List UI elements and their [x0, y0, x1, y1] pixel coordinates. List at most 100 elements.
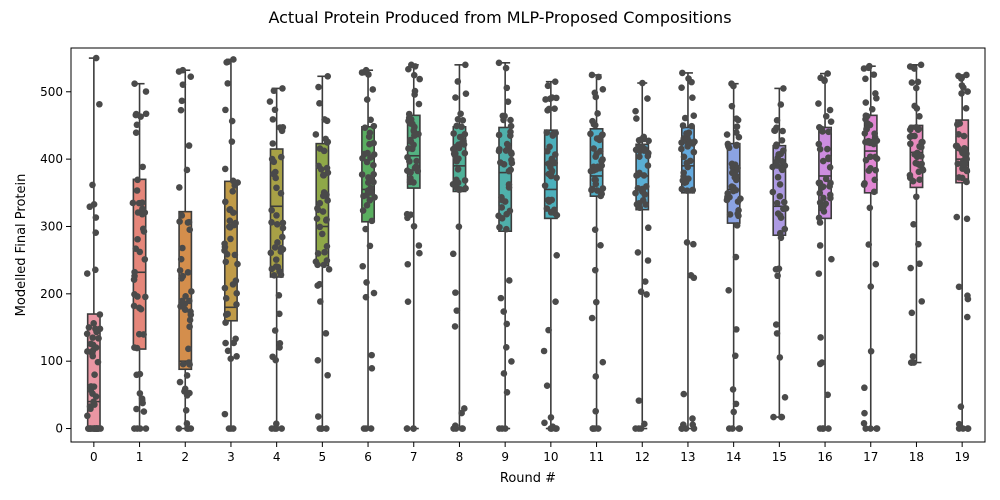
data-point: [644, 152, 652, 160]
data-point: [95, 335, 102, 342]
data-point: [185, 345, 192, 353]
data-point: [593, 187, 601, 194]
data-point: [543, 205, 551, 212]
data-point: [371, 194, 378, 201]
data-point: [411, 164, 419, 172]
data-point: [370, 122, 378, 130]
data-point: [269, 116, 277, 123]
data-point: [186, 323, 193, 330]
data-point: [274, 239, 281, 246]
data-point: [770, 413, 777, 421]
data-point: [181, 306, 189, 313]
data-point: [507, 149, 515, 156]
data-point: [363, 158, 371, 166]
data-point: [320, 261, 328, 269]
data-point: [634, 249, 642, 256]
data-point: [547, 172, 555, 180]
data-point: [278, 425, 285, 432]
data-point: [362, 425, 370, 432]
data-point: [907, 124, 915, 132]
data-point: [131, 272, 138, 280]
data-point: [362, 225, 369, 233]
data-point: [871, 176, 879, 184]
data-point: [735, 212, 742, 220]
data-point: [872, 260, 880, 268]
data-point: [918, 152, 925, 160]
data-point: [963, 166, 970, 174]
data-point: [229, 177, 237, 185]
data-point: [222, 339, 229, 347]
data-point: [724, 193, 731, 201]
data-point: [820, 203, 827, 210]
data-point: [680, 153, 688, 161]
data-point: [678, 84, 685, 91]
data-point: [319, 192, 327, 200]
y-tick-label: 500: [40, 85, 63, 99]
data-point: [679, 421, 687, 428]
data-point: [635, 397, 643, 404]
data-point: [368, 351, 375, 359]
data-point: [689, 421, 697, 429]
data-point: [134, 235, 141, 243]
data-point: [496, 223, 503, 231]
data-point: [316, 100, 323, 107]
data-point: [730, 408, 738, 416]
data-point: [279, 219, 287, 227]
data-point: [867, 347, 875, 355]
data-point: [867, 165, 874, 172]
data-point: [370, 171, 378, 178]
x-tick-label: 3: [227, 450, 235, 464]
box-group-round-11: [587, 71, 607, 432]
data-point: [222, 258, 230, 266]
data-point: [735, 207, 742, 214]
data-point: [679, 122, 687, 129]
data-point: [632, 107, 639, 115]
data-point: [599, 185, 607, 192]
data-point: [911, 65, 918, 72]
data-point: [687, 272, 695, 279]
data-point: [872, 166, 879, 174]
data-point: [222, 294, 230, 302]
data-point: [461, 130, 469, 138]
data-point: [508, 156, 515, 164]
data-point: [773, 116, 781, 124]
data-point: [136, 370, 144, 378]
data-point: [592, 176, 600, 184]
data-point: [227, 355, 235, 362]
data-point: [86, 425, 93, 432]
data-point: [411, 131, 419, 138]
data-point: [776, 181, 784, 188]
data-point: [318, 230, 326, 238]
data-point: [268, 425, 276, 432]
box-group-round-14: [723, 80, 744, 432]
data-point: [681, 179, 688, 186]
data-point: [955, 283, 963, 291]
data-point: [772, 266, 780, 273]
data-point: [142, 293, 149, 301]
x-axis-label: Round #: [500, 471, 556, 486]
data-point: [404, 260, 412, 268]
data-point: [633, 172, 640, 179]
data-point: [953, 142, 961, 150]
data-point: [503, 210, 510, 218]
data-point: [408, 61, 415, 69]
data-point: [778, 413, 785, 421]
data-point: [312, 131, 320, 138]
data-point: [870, 71, 878, 78]
data-point: [541, 182, 549, 189]
box-group-round-7: [403, 61, 423, 432]
x-tick-label: 0: [90, 450, 98, 464]
data-point: [89, 352, 97, 360]
data-point: [726, 211, 734, 218]
data-point: [685, 75, 692, 82]
data-point: [686, 138, 694, 146]
data-point: [456, 133, 464, 141]
data-point: [317, 166, 325, 173]
data-point: [733, 222, 741, 229]
y-tick-label: 300: [40, 219, 63, 233]
data-point: [503, 84, 511, 92]
data-point: [221, 165, 229, 173]
data-point: [916, 176, 923, 184]
data-point: [553, 94, 560, 102]
data-point: [415, 242, 423, 249]
